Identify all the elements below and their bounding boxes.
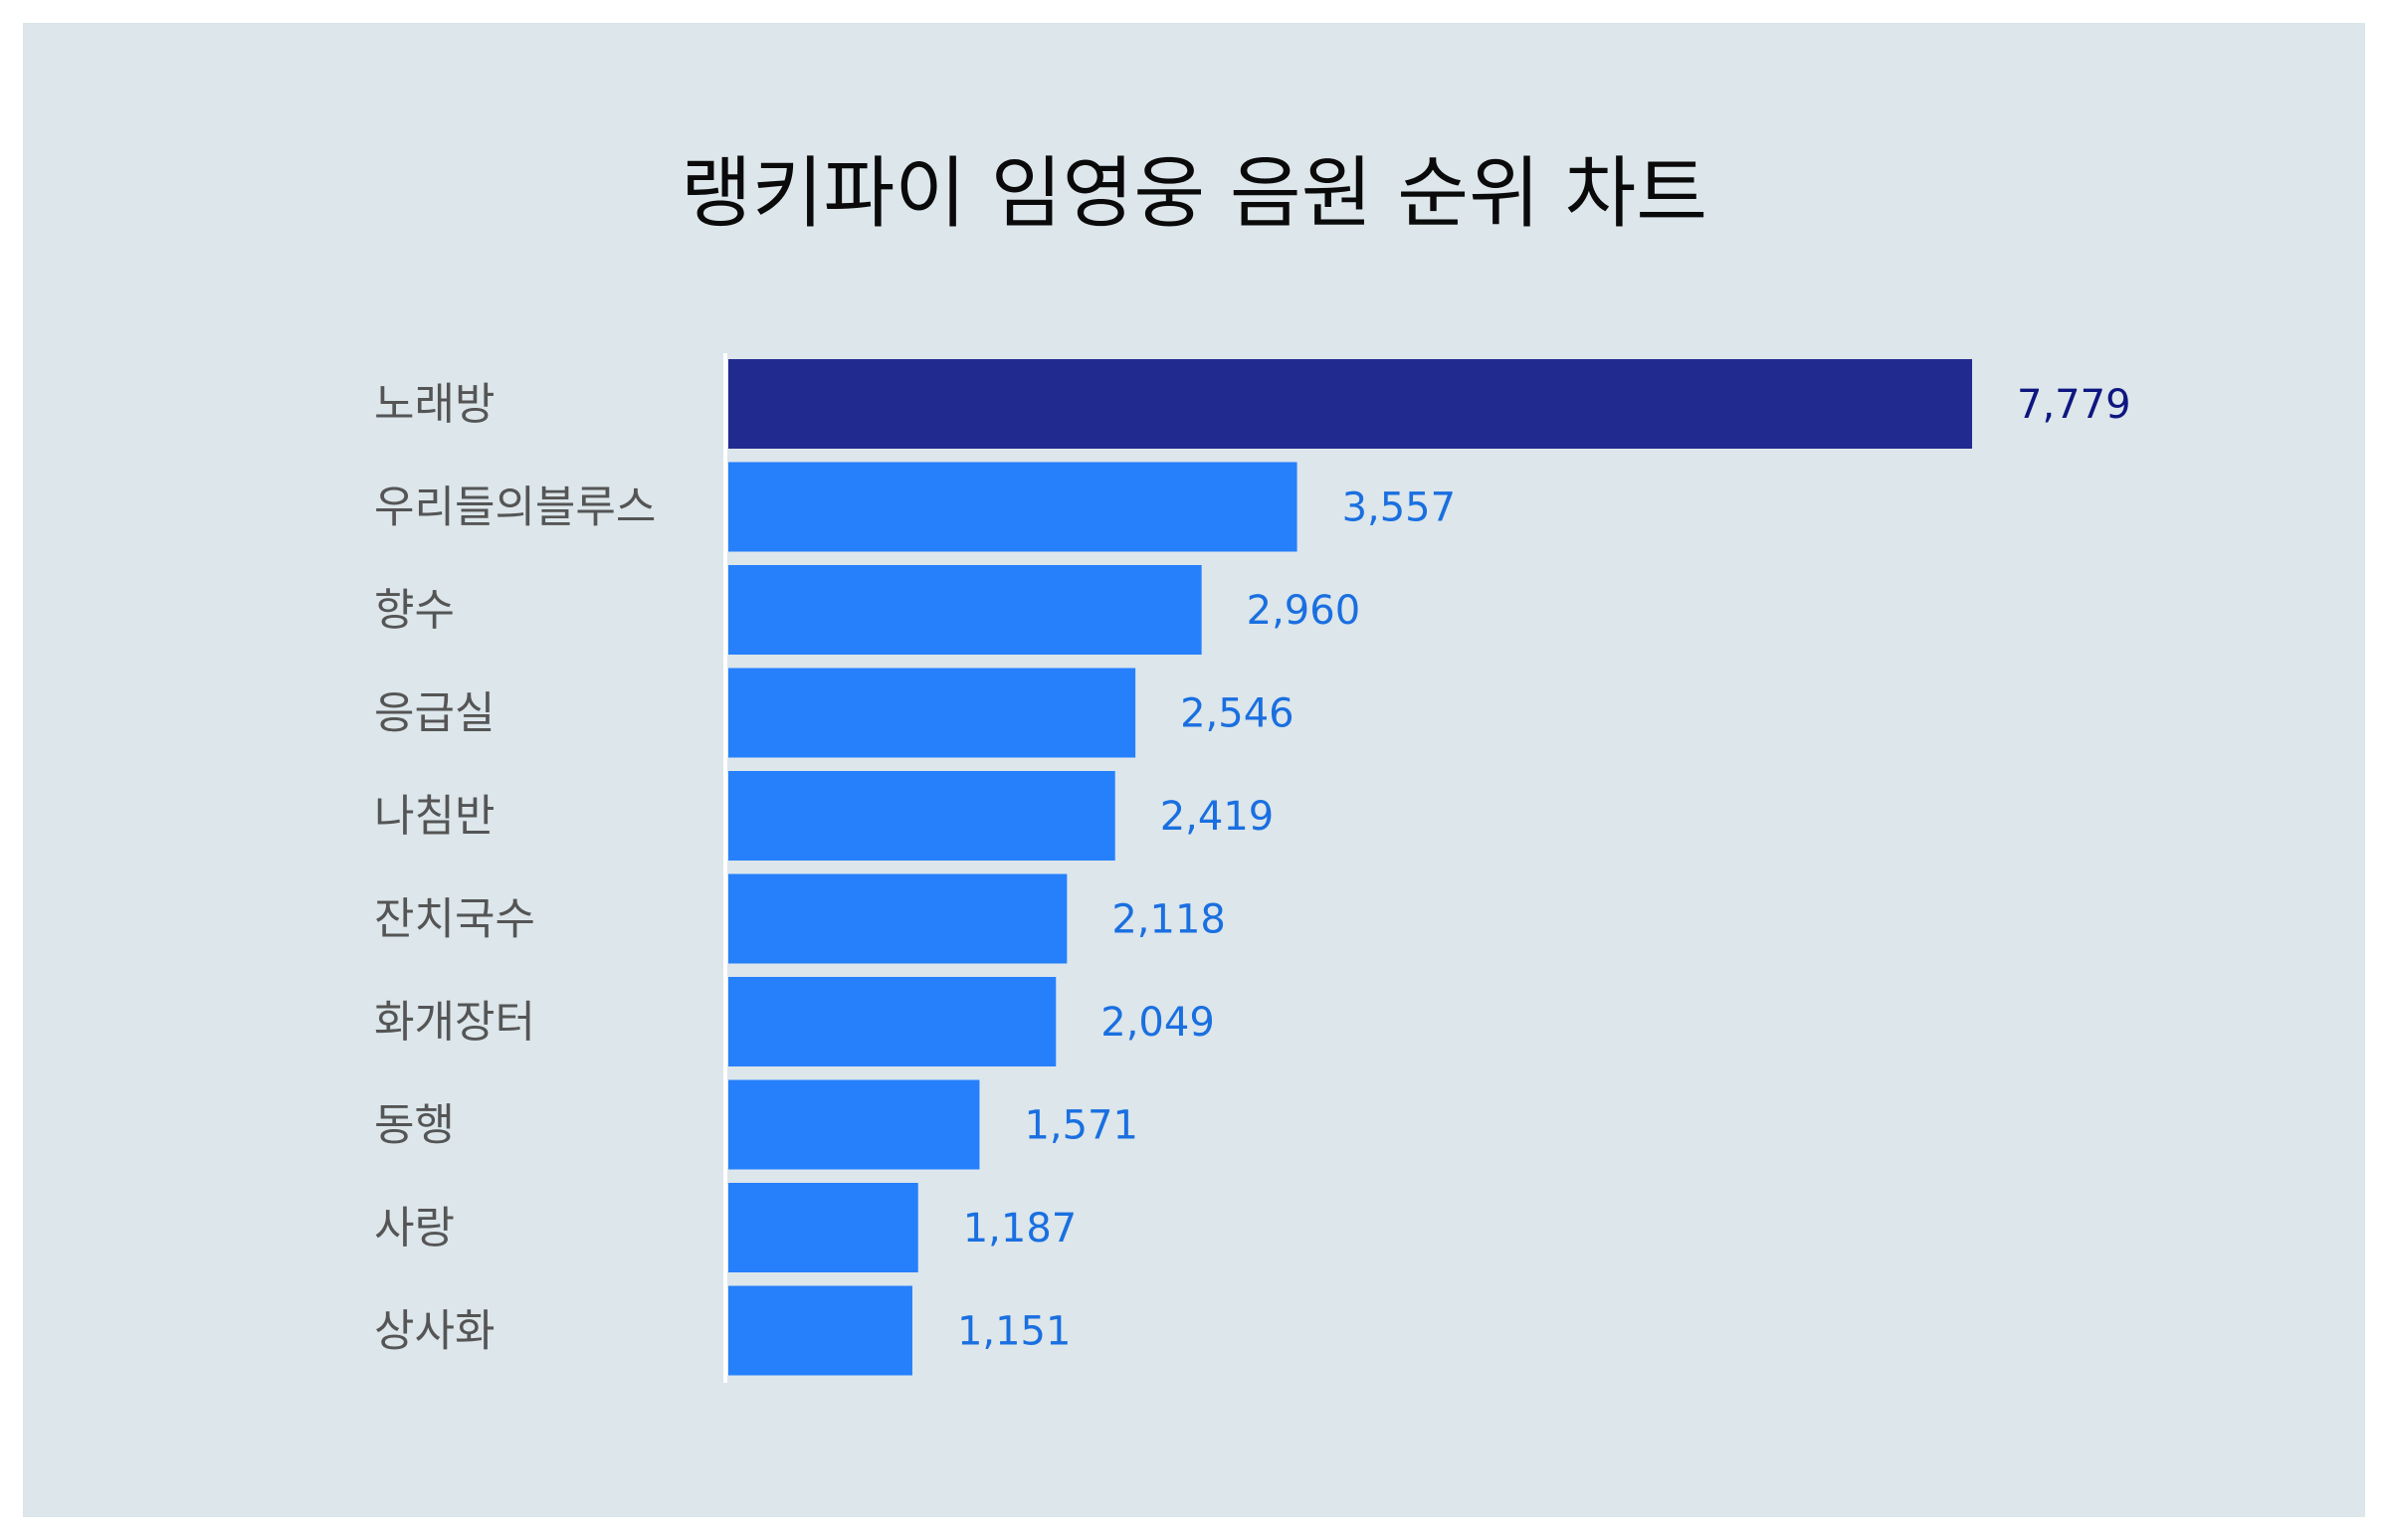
bars-layer: 노래방 7,779 우리들의블루스 3,557 향수 2,960 응급실 2,546 나침반 2,… [374, 359, 2131, 1376]
category-label-8: 사랑 [374, 1203, 455, 1253]
bar-1 [728, 462, 1297, 552]
value-label-6: 2,049 [1100, 1000, 1215, 1046]
value-label-0: 7,779 [2017, 382, 2131, 428]
category-label-0: 노래방 [374, 379, 495, 430]
value-label-1: 3,557 [1342, 485, 1457, 531]
bar-4 [728, 771, 1115, 861]
chart-title: 랭키파이 임영웅 음원 순위 차트 [680, 149, 1708, 239]
value-label-8: 1,187 [963, 1206, 1078, 1251]
chart-panel [23, 23, 2365, 1517]
bar-6 [728, 977, 1057, 1066]
value-label-5: 2,118 [1111, 897, 1226, 943]
value-label-7: 1,571 [1024, 1103, 1138, 1149]
category-label-1: 우리들의블루스 [374, 482, 656, 533]
value-label-3: 2,546 [1180, 691, 1294, 737]
bar-9 [728, 1285, 912, 1376]
bar-0 [728, 359, 1972, 449]
category-label-2: 향수 [374, 585, 455, 636]
bar-8 [728, 1183, 918, 1272]
category-label-7: 동행 [374, 1100, 455, 1151]
bar-7 [728, 1079, 980, 1170]
bar-5 [728, 873, 1068, 964]
category-label-3: 응급실 [374, 688, 495, 739]
category-label-9: 상사화 [374, 1306, 495, 1357]
category-label-4: 나침반 [374, 791, 495, 842]
category-label-6: 화개장터 [374, 997, 535, 1048]
value-label-9: 1,151 [957, 1309, 1072, 1355]
bar-2 [728, 565, 1202, 655]
value-label-4: 2,419 [1160, 794, 1275, 840]
bar-3 [728, 668, 1136, 758]
category-label-5: 잔치국수 [374, 894, 535, 945]
value-label-2: 2,960 [1247, 588, 1361, 634]
